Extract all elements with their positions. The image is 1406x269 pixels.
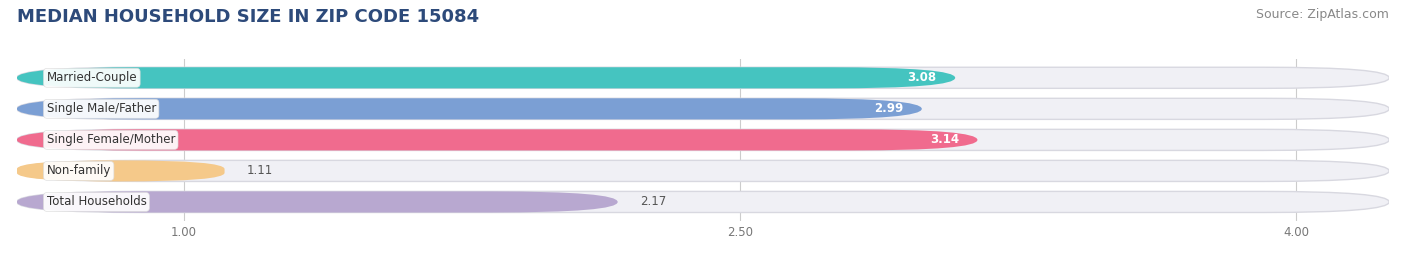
FancyBboxPatch shape (17, 129, 977, 150)
FancyBboxPatch shape (17, 67, 1389, 88)
Text: MEDIAN HOUSEHOLD SIZE IN ZIP CODE 15084: MEDIAN HOUSEHOLD SIZE IN ZIP CODE 15084 (17, 8, 479, 26)
Text: Source: ZipAtlas.com: Source: ZipAtlas.com (1256, 8, 1389, 21)
Text: Single Female/Mother: Single Female/Mother (46, 133, 174, 146)
FancyBboxPatch shape (17, 192, 1389, 213)
Text: Total Households: Total Households (46, 196, 146, 208)
FancyBboxPatch shape (17, 160, 225, 182)
FancyBboxPatch shape (17, 98, 922, 119)
Text: Married-Couple: Married-Couple (46, 71, 138, 84)
FancyBboxPatch shape (17, 67, 955, 88)
Text: 3.14: 3.14 (929, 133, 959, 146)
FancyBboxPatch shape (17, 129, 1389, 150)
Text: 2.99: 2.99 (875, 102, 903, 115)
Text: 2.17: 2.17 (640, 196, 666, 208)
Text: 3.08: 3.08 (907, 71, 936, 84)
FancyBboxPatch shape (17, 160, 1389, 182)
FancyBboxPatch shape (17, 98, 1389, 119)
FancyBboxPatch shape (17, 192, 617, 213)
Text: Non-family: Non-family (46, 164, 111, 178)
Text: 1.11: 1.11 (247, 164, 273, 178)
Text: Single Male/Father: Single Male/Father (46, 102, 156, 115)
